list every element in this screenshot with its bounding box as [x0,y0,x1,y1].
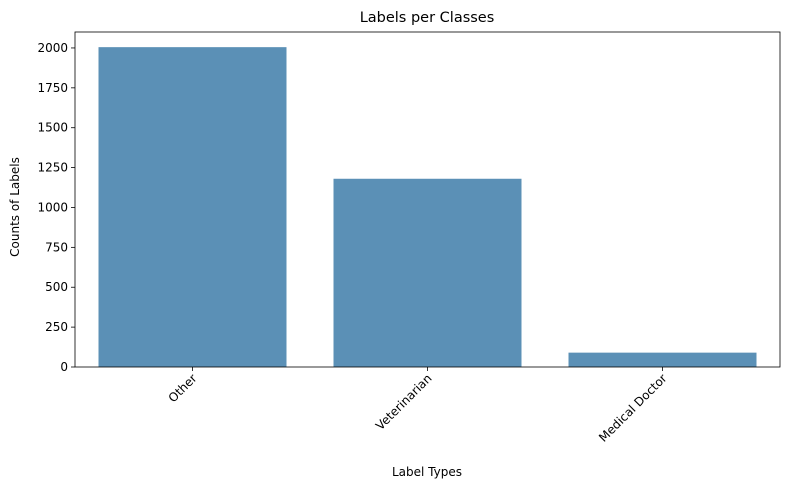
y-tick-label: 1000 [37,200,68,214]
y-tick-label: 250 [45,320,68,334]
y-tick-label: 500 [45,280,68,294]
y-tick-label: 1500 [37,121,68,135]
x-axis-title: Label Types [392,465,462,479]
chart-title: Labels per Classes [360,10,495,26]
y-axis-ticks: 0 250 500 750 1000 1250 1500 1750 2000 [37,41,75,374]
y-tick-label: 1750 [37,81,68,95]
bar-other [98,47,287,368]
x-tick-label: Medical Doctor [596,371,670,445]
bar-medical-doctor [568,352,757,367]
x-tick-label: Veterinarian [373,371,435,433]
plot-frame [74,31,781,368]
y-axis-title: Counts of Labels [8,157,22,257]
y-tick-label: 2000 [37,41,68,55]
bars [98,47,757,368]
bar-veterinarian [333,178,522,367]
x-tick-label: Other [166,371,200,405]
y-tick-label: 1250 [37,161,68,175]
y-tick-label: 0 [60,360,68,374]
x-axis-ticks: Other Veterinarian Medical Doctor [166,367,670,445]
y-tick-label: 750 [45,240,68,254]
